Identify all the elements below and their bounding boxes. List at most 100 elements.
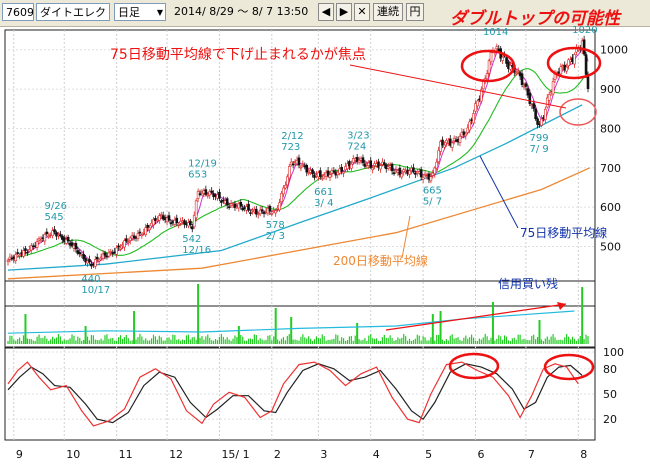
chevron-down-icon: ▼ — [156, 8, 163, 17]
candle-body — [487, 60, 491, 74]
candle-body — [544, 108, 547, 120]
ma75-line-group — [7, 104, 583, 271]
candle-body — [128, 237, 132, 241]
candle-body — [208, 191, 212, 196]
candle-body — [140, 234, 144, 237]
candle-body — [419, 169, 423, 178]
candle-body — [423, 173, 427, 176]
price-tick-label: 800 — [600, 122, 621, 135]
stock-code-field[interactable]: 7609 — [2, 3, 34, 21]
price-label-value: 661 — [314, 187, 333, 198]
period-select[interactable]: 日足 ▼ — [114, 3, 166, 21]
candle-body — [520, 73, 524, 85]
price-label-date: 723 — [281, 142, 300, 153]
candle-body — [379, 165, 382, 170]
candle-body — [175, 217, 179, 224]
x-tick-label: 12 — [169, 448, 183, 461]
candle-body — [458, 135, 462, 143]
candle-body — [441, 139, 444, 146]
candle-body — [383, 162, 386, 166]
candle-body — [53, 229, 56, 233]
candle-body — [177, 224, 181, 226]
candle-body — [95, 256, 99, 260]
candle-body — [299, 166, 303, 169]
candle-body — [132, 235, 136, 239]
candle-body — [516, 70, 520, 73]
candle-body — [342, 171, 345, 174]
price-label-date: 5/ 7 — [423, 197, 442, 208]
price-label-value: 3/23 — [347, 130, 369, 141]
candle-body — [350, 163, 353, 169]
candle-body — [43, 234, 47, 242]
candle-body — [287, 166, 291, 179]
candle-body — [369, 160, 373, 168]
candle-body — [24, 248, 27, 251]
candle-body — [274, 210, 277, 214]
stochastic-k-line — [7, 361, 579, 427]
candle-body — [256, 213, 260, 216]
candle-body — [392, 172, 396, 175]
candle-body — [573, 54, 576, 65]
close-icon[interactable]: ✕ — [354, 3, 370, 21]
prev-icon[interactable]: ◀ — [318, 3, 334, 21]
candle-body — [536, 118, 539, 125]
candle-body — [307, 172, 310, 174]
candle-body — [167, 215, 171, 221]
volume-panel — [4, 280, 596, 348]
candle-body — [154, 218, 157, 221]
ma200-pointer-line — [401, 215, 411, 259]
candle-body — [190, 226, 194, 230]
candle-body — [6, 259, 10, 262]
candle-body — [437, 150, 440, 162]
candle-body — [254, 208, 258, 215]
stochastic-tick-label: 80 — [603, 363, 617, 376]
candle-body — [414, 172, 417, 175]
candle-body — [559, 66, 563, 75]
candle-body — [152, 219, 155, 226]
candle-body — [466, 127, 470, 133]
candle-body — [210, 190, 213, 193]
stochastic-d-line — [7, 363, 583, 424]
candle-body — [194, 200, 198, 219]
candle-body — [532, 103, 535, 109]
candle-body — [14, 254, 18, 262]
stock-name-field[interactable]: ダイトエレク — [36, 3, 110, 21]
next-icon[interactable]: ▶ — [336, 3, 352, 21]
candle-body — [117, 245, 120, 248]
volume-group — [7, 284, 589, 344]
candle-body — [262, 211, 266, 214]
candle-body — [109, 251, 113, 253]
candle-body — [567, 59, 570, 66]
margin-buy-line — [7, 310, 575, 334]
candle-body — [26, 251, 29, 254]
candle-body — [97, 259, 101, 262]
candle-body — [144, 227, 148, 235]
candle-body — [545, 97, 549, 108]
ma200-line — [7, 167, 591, 280]
candle-body — [239, 202, 243, 207]
candle-body — [439, 141, 442, 152]
price-label-date: 7/ 9 — [530, 144, 549, 155]
candle-body — [169, 222, 173, 225]
candle-body — [84, 258, 87, 263]
continuous-button[interactable]: 連続 — [373, 3, 403, 21]
candle-body — [472, 113, 475, 124]
price-tick-label: 500 — [600, 241, 621, 254]
price-tick-label: 900 — [600, 83, 621, 96]
price-tick-label: 700 — [600, 162, 621, 175]
candle-body — [218, 191, 221, 199]
candle-body — [398, 167, 402, 176]
candle-body — [332, 170, 336, 173]
candle-body — [443, 144, 446, 148]
candle-body — [421, 177, 425, 180]
x-tick-label: 11 — [119, 448, 133, 461]
yen-button[interactable]: 円 — [406, 3, 424, 21]
candle-body — [18, 254, 21, 257]
candle-body — [402, 169, 406, 173]
candle-body — [348, 161, 351, 167]
candle-body — [355, 157, 359, 162]
price-label-date: 545 — [45, 212, 64, 223]
candle-body — [233, 203, 237, 208]
candle-body — [247, 203, 250, 211]
